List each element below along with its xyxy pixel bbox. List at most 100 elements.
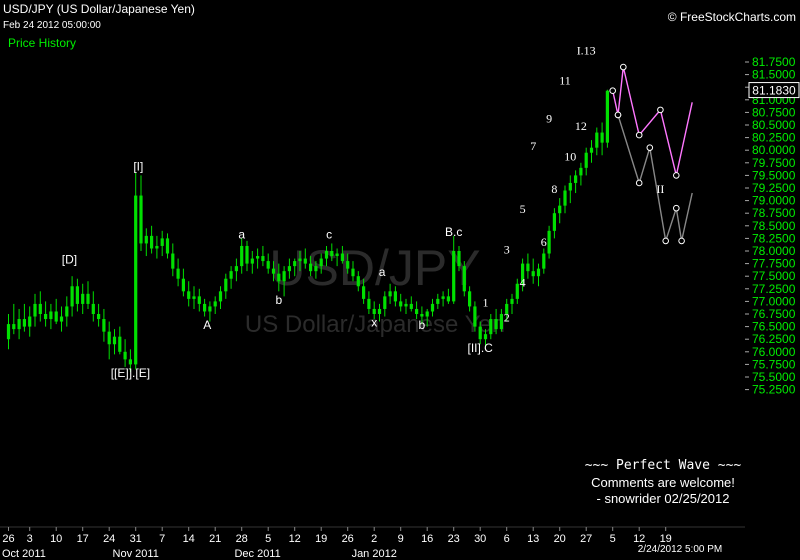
candle-body	[165, 238, 170, 254]
wave-label: 12	[575, 119, 587, 133]
candle	[362, 278, 366, 304]
projection-point	[635, 179, 643, 187]
x-tick-label: 6	[504, 533, 510, 545]
candle	[165, 233, 170, 259]
candle	[568, 175, 572, 204]
candle	[181, 268, 185, 297]
candle	[552, 208, 556, 239]
candle	[457, 245, 461, 272]
candle	[420, 306, 424, 325]
candle	[91, 291, 95, 322]
candle	[144, 228, 148, 257]
candle-body	[383, 296, 387, 309]
candle	[261, 245, 265, 267]
candle	[150, 225, 154, 254]
candle	[441, 291, 445, 307]
x-tick-label: 2	[371, 533, 377, 545]
projection-point	[673, 172, 680, 179]
candle-body	[293, 261, 297, 267]
x-month-label: Oct 2011	[2, 548, 46, 560]
wave-label: a	[238, 227, 245, 241]
candle-body	[49, 311, 53, 320]
candle	[54, 298, 58, 325]
candle	[81, 283, 85, 314]
y-tick-label: 76.2500	[752, 332, 796, 346]
candle	[97, 303, 101, 327]
y-tick-label: 79.7500	[752, 156, 796, 170]
candle	[224, 273, 228, 299]
projection-point	[609, 87, 617, 95]
candle	[404, 298, 408, 314]
candle	[49, 303, 53, 330]
candle-body	[298, 258, 302, 262]
candle	[75, 278, 79, 312]
wave-label: 6	[541, 235, 547, 249]
candle-body	[563, 190, 567, 206]
projection-primary	[609, 63, 693, 179]
candle	[213, 296, 217, 314]
y-tick-label: 80.2500	[752, 131, 796, 145]
candle-body	[499, 314, 503, 330]
candle	[324, 245, 329, 267]
candle	[489, 314, 493, 340]
candle	[17, 308, 21, 340]
candle-body	[139, 195, 143, 244]
candle	[468, 286, 472, 312]
candle	[102, 308, 106, 342]
candle-body	[579, 167, 583, 176]
projection-point	[635, 131, 643, 139]
candle-body	[213, 301, 217, 307]
x-tick-label: 7	[159, 533, 165, 545]
candle	[171, 243, 175, 277]
candle-body	[452, 251, 456, 302]
candle	[319, 253, 323, 274]
candle	[399, 293, 403, 312]
price-history-label[interactable]: Price History	[8, 36, 76, 50]
candle	[303, 248, 307, 269]
candle-body	[595, 132, 599, 148]
candle	[478, 321, 482, 345]
candle-body	[415, 308, 419, 314]
wave-label: [II].C	[468, 341, 494, 355]
candle	[340, 245, 344, 264]
candle	[574, 170, 578, 194]
candle-body	[54, 311, 58, 322]
candle-body	[118, 336, 122, 352]
projection-point	[614, 111, 622, 119]
candle-body	[12, 324, 16, 330]
candle	[176, 258, 180, 287]
candle	[118, 326, 122, 355]
x-tick-label: 3	[27, 533, 33, 545]
candle	[298, 251, 302, 272]
candle	[526, 253, 530, 279]
candle	[415, 301, 419, 320]
wave-label: [[E]].[E]	[111, 366, 150, 380]
candle	[6, 314, 11, 350]
candle-body	[160, 238, 164, 246]
candle-body	[404, 303, 408, 307]
watermark: USD/JPY US Dollar/Japanese Yen	[245, 240, 505, 338]
candle-body	[346, 261, 350, 269]
y-tick-label: 76.0000	[752, 345, 796, 359]
candle	[86, 281, 90, 309]
candle	[446, 288, 450, 304]
candle-body	[256, 256, 260, 259]
candle	[452, 235, 456, 304]
candle	[282, 266, 286, 297]
candle	[547, 225, 551, 259]
candle-body	[277, 273, 281, 282]
candle-body	[584, 152, 588, 168]
x-axis[interactable]: 26 3 10 17 24 31 7 14 21 28 5 12 19 26 2 9 16 23 30 6 13 20 27…	[0, 526, 745, 560]
candle-body	[250, 258, 254, 264]
x-tick-label: 24	[103, 533, 115, 545]
candle	[22, 303, 26, 332]
chart-title: USD/JPY (US Dollar/Japanese Yen)	[3, 2, 195, 16]
x-tick-label: 31	[130, 533, 142, 545]
y-axis[interactable]: 81.750081.500081.250081.000080.750080.50…	[745, 55, 796, 397]
candle	[536, 263, 541, 287]
candle	[499, 308, 503, 332]
y-tick-label: 75.7500	[752, 357, 796, 371]
